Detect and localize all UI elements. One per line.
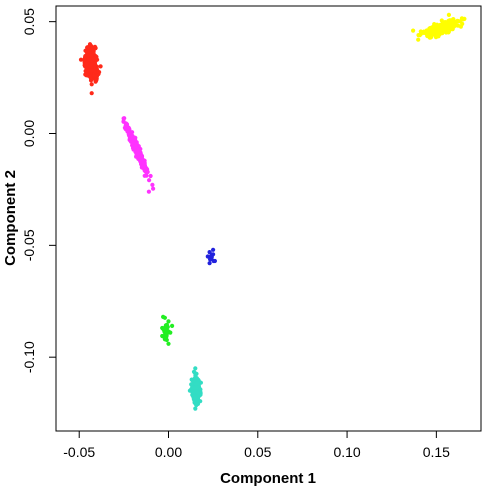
scatter-point [211, 247, 216, 252]
scatter-point [211, 258, 216, 264]
scatter-point [207, 261, 212, 266]
scatter-point [164, 331, 169, 336]
scatter-point [439, 18, 444, 23]
scatter-point [162, 315, 167, 320]
scatter-point [196, 390, 201, 395]
scatter-point [78, 57, 84, 62]
scatter-point [126, 125, 131, 130]
scatter-point [93, 78, 98, 83]
scatter-point [121, 116, 126, 121]
scatter-point [89, 82, 94, 87]
scatter-point [148, 173, 153, 179]
scatter-point [89, 91, 94, 96]
scatter-point [436, 23, 441, 28]
points-layer [78, 12, 467, 411]
scatter-point [86, 44, 91, 50]
scatter-point [134, 148, 139, 153]
scatter-point [130, 140, 135, 145]
scatter-point [195, 381, 200, 386]
scatter-point [84, 72, 89, 77]
scatter-point [82, 57, 87, 62]
y-tick-label: -0.10 [21, 341, 37, 373]
scatter-point [147, 178, 152, 183]
scatter-point [84, 61, 89, 66]
scatter-point [421, 30, 427, 35]
scatter-point [89, 53, 94, 58]
scatter-point [459, 16, 464, 21]
scatter-point [446, 12, 451, 17]
scatter-point [209, 253, 214, 258]
scatter-point [170, 323, 175, 328]
scatter-point [88, 74, 93, 79]
scatter-point [91, 56, 96, 62]
scatter-point [91, 73, 97, 78]
scatter-point [166, 319, 171, 324]
scatter-point [146, 189, 151, 194]
x-tick-label: 0.00 [155, 444, 182, 460]
x-tick-label: 0.15 [423, 444, 450, 460]
scatter-point [98, 64, 103, 69]
scatter-point [429, 27, 434, 32]
scatter-point [193, 406, 198, 411]
scatter-point [193, 395, 198, 400]
y-tick-label: 0.00 [21, 120, 37, 147]
scatter-point [150, 182, 155, 187]
scatter-point [195, 385, 200, 390]
x-tick-label: 0.05 [244, 444, 271, 460]
scatter-point [190, 389, 195, 394]
y-tick-label: 0.05 [21, 8, 37, 35]
scatter-point [439, 25, 444, 30]
x-tick-label: -0.05 [63, 444, 95, 460]
scatter-point [193, 373, 198, 378]
scatter-point [191, 386, 196, 391]
scatter-point [144, 173, 149, 178]
scatter-point [124, 121, 129, 126]
scatter-point [431, 31, 436, 36]
x-axis: -0.05 0.00 0.05 0.10 0.15 [63, 430, 450, 460]
scatter-point [456, 19, 461, 24]
scatter-point [198, 380, 203, 385]
scatter-point [136, 151, 141, 157]
scatter-point [460, 21, 465, 26]
scatter-point [87, 57, 92, 62]
scatter-point [143, 167, 148, 172]
scatter-point [151, 186, 156, 191]
y-tick-label: -0.05 [21, 229, 37, 261]
scatter-point [132, 136, 137, 141]
scatter-point [92, 44, 98, 50]
y-axis: 0.05 0.00 -0.05 -0.10 [21, 8, 57, 373]
x-axis-title: Component 1 [220, 470, 316, 487]
plot-frame [55, 5, 482, 432]
scatter-point [417, 33, 422, 38]
scatter-point [193, 366, 198, 371]
y-axis-title: Component 2 [2, 170, 19, 266]
scatter-point [433, 35, 439, 40]
scatter-point [166, 341, 171, 346]
scatter-point [141, 161, 146, 166]
scatter-point [411, 28, 416, 33]
scatter-point [89, 68, 94, 73]
scatter-point [449, 21, 454, 26]
scatter-point [205, 254, 210, 259]
scatter-point [442, 27, 447, 33]
scatter-point [139, 153, 144, 158]
scatter-point [164, 325, 169, 330]
scatter-point [89, 62, 94, 67]
x-tick-label: 0.10 [333, 444, 360, 460]
scatter-point [416, 37, 421, 42]
scatter-point [189, 382, 194, 387]
scatter-point [445, 24, 450, 30]
